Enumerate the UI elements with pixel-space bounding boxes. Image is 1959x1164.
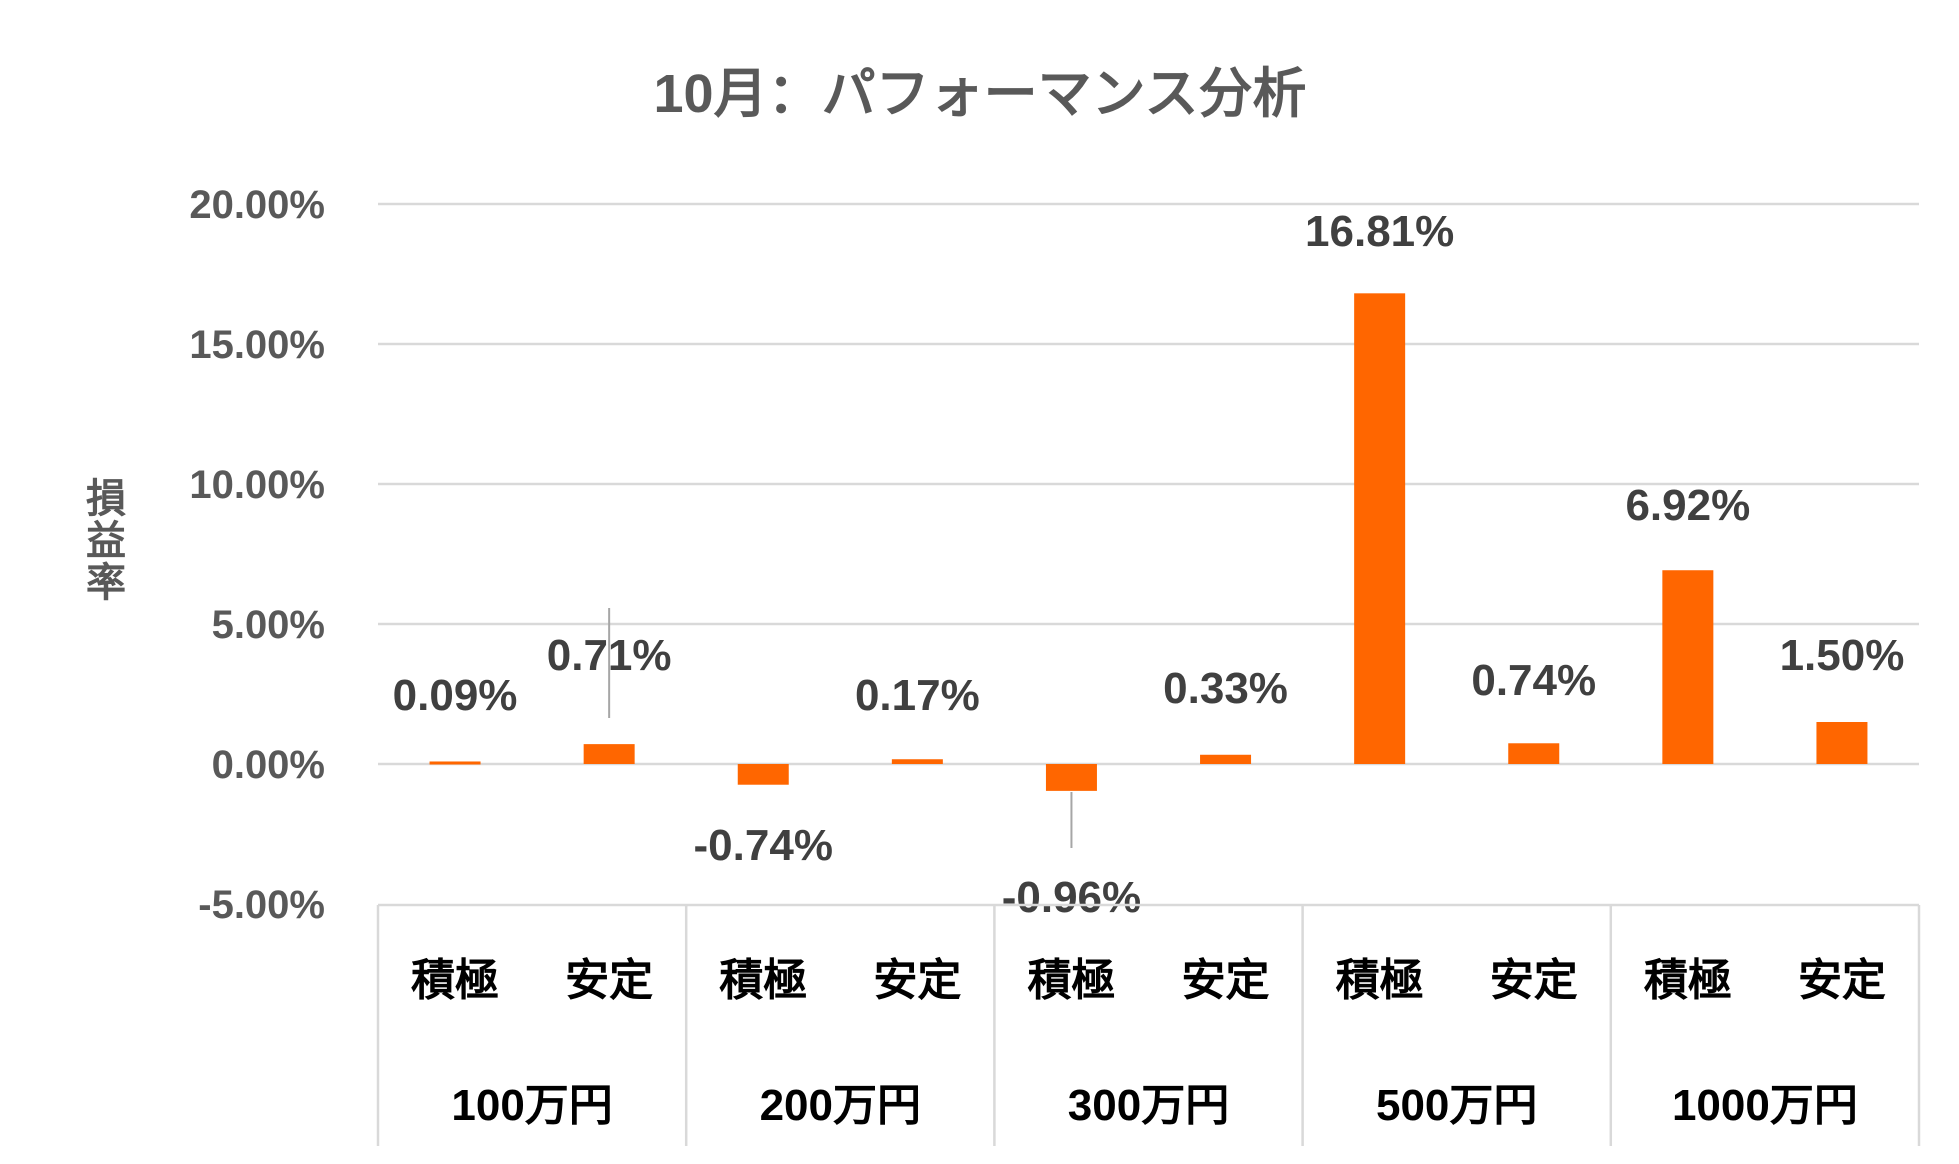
- data-label: 0.71%: [547, 631, 672, 680]
- bar: [429, 761, 481, 765]
- data-label: 0.09%: [393, 671, 518, 720]
- gridlines: [378, 202, 1919, 766]
- data-label: 6.92%: [1625, 481, 1750, 530]
- y-tick-label: 0.00%: [212, 743, 325, 787]
- data-labels: 0.09% 0.71% -0.74% 0.17% -0.96% 0.33% 16.81% 0.…: [393, 207, 1905, 922]
- group-label: 100万円: [451, 1081, 612, 1130]
- subcategory-label: 安定: [565, 956, 653, 1005]
- group-label: 1000万円: [1672, 1081, 1858, 1130]
- subcategory-label: 安定: [1798, 956, 1886, 1005]
- bar: [1354, 293, 1406, 764]
- data-label: -0.96%: [1002, 873, 1141, 922]
- subcategory-label: 積極: [411, 956, 499, 1005]
- bar: [1200, 754, 1252, 764]
- bar: [1662, 570, 1714, 764]
- subcategory-label: 積極: [719, 956, 807, 1005]
- subcategory-label: 安定: [1490, 956, 1578, 1005]
- data-label: -0.74%: [694, 821, 833, 870]
- subcategory-label: 積極: [1644, 956, 1732, 1005]
- subcategory-label: 積極: [1027, 956, 1115, 1005]
- group-label: 500万円: [1376, 1081, 1537, 1130]
- y-tick-label: 5.00%: [212, 603, 325, 647]
- y-axis-label: 損益率: [80, 477, 126, 603]
- y-tick-label: 15.00%: [189, 323, 325, 367]
- group-label: 200万円: [760, 1081, 921, 1130]
- bar: [891, 759, 943, 764]
- data-label: 1.50%: [1780, 631, 1905, 680]
- subcategory-label: 安定: [1182, 956, 1270, 1005]
- bars: [429, 293, 1868, 791]
- bar: [583, 744, 635, 764]
- group-label: 300万円: [1068, 1081, 1229, 1130]
- bar: [1045, 764, 1097, 791]
- bar: [1508, 743, 1560, 764]
- y-tick-label: 10.00%: [189, 463, 325, 507]
- y-axis-ticks: 20.00% 15.00% 10.00% 5.00% 0.00% -5.00%: [189, 183, 325, 927]
- y-tick-label: -5.00%: [198, 883, 325, 927]
- subcategory-label: 積極: [1336, 956, 1424, 1005]
- chart-title: 10月：パフォーマンス分析: [654, 64, 1307, 124]
- data-label: 16.81%: [1305, 207, 1454, 256]
- bar: [1816, 722, 1868, 764]
- bar: [737, 764, 789, 785]
- data-label: 0.33%: [1163, 664, 1288, 713]
- category-axis: 積極 安定 100万円 積極 安定 200万円 積極 安定 300万円 積極 安定 500万円 積極 安定…: [376, 903, 1921, 1146]
- subcategory-label: 安定: [873, 956, 961, 1005]
- data-label: 0.74%: [1471, 656, 1596, 705]
- y-tick-label: 20.00%: [189, 183, 325, 227]
- data-label: 0.17%: [855, 671, 980, 720]
